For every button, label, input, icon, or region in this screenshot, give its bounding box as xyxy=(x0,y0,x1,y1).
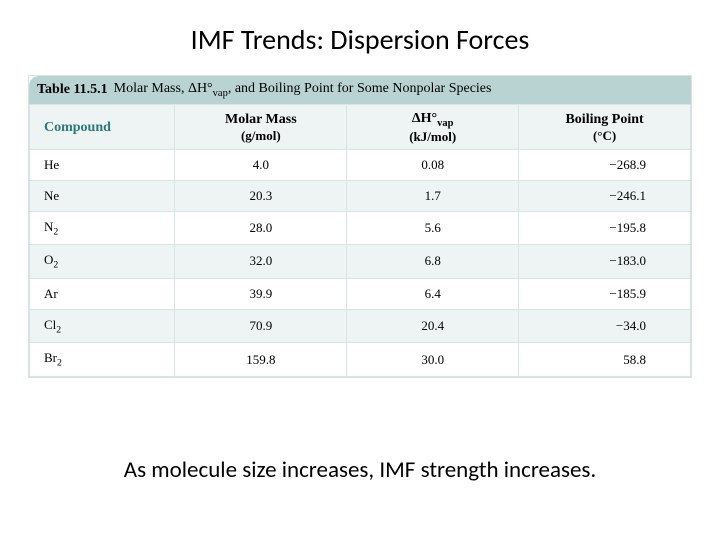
footer-text: As molecule size increases, IMF strength… xyxy=(0,456,720,484)
cell-hvap: 30.0 xyxy=(347,343,519,377)
table-header-row: Compound Molar Mass (g/mol) ΔH°vap (kJ/m… xyxy=(30,104,691,149)
cell-mass: 20.3 xyxy=(175,180,347,211)
table-body: He4.00.08−268.9Ne20.31.7−246.1N228.05.6−… xyxy=(30,149,691,376)
table-number: Table 11.5.1 xyxy=(37,82,108,98)
table-row: Ar39.96.4−185.9 xyxy=(30,278,691,309)
slide: IMF Trends: Dispersion Forces Table 11.5… xyxy=(0,0,720,540)
table-row: O232.06.8−183.0 xyxy=(30,245,691,279)
cell-mass: 28.0 xyxy=(175,211,347,245)
table-caption: Table 11.5.1 Molar Mass, ΔH°vap, and Boi… xyxy=(29,76,691,104)
cell-bp: −195.8 xyxy=(519,211,691,245)
cell-bp: −183.0 xyxy=(519,245,691,279)
col-boiling-point: Boiling Point (°C) xyxy=(519,104,691,149)
cell-hvap: 5.6 xyxy=(347,211,519,245)
col-molar-mass: Molar Mass (g/mol) xyxy=(175,104,347,149)
cell-compound: Cl2 xyxy=(30,309,175,343)
table-caption-text: Molar Mass, ΔH°vap, and Boiling Point fo… xyxy=(114,81,492,99)
cell-bp: −34.0 xyxy=(519,309,691,343)
cell-compound: Ne xyxy=(30,180,175,211)
col-compound: Compound xyxy=(30,104,175,149)
page-title: IMF Trends: Dispersion Forces xyxy=(28,22,692,57)
table-row: Cl270.920.4−34.0 xyxy=(30,309,691,343)
cell-mass: 39.9 xyxy=(175,278,347,309)
cell-hvap: 1.7 xyxy=(347,180,519,211)
cell-hvap: 0.08 xyxy=(347,149,519,180)
cell-mass: 159.8 xyxy=(175,343,347,377)
cell-bp: −185.9 xyxy=(519,278,691,309)
cell-bp: 58.8 xyxy=(519,343,691,377)
cell-bp: −246.1 xyxy=(519,180,691,211)
cell-compound: N2 xyxy=(30,211,175,245)
cell-compound: He xyxy=(30,149,175,180)
data-table-container: Table 11.5.1 Molar Mass, ΔH°vap, and Boi… xyxy=(28,75,692,378)
cell-compound: Ar xyxy=(30,278,175,309)
cell-hvap: 6.8 xyxy=(347,245,519,279)
data-table: Compound Molar Mass (g/mol) ΔH°vap (kJ/m… xyxy=(29,104,691,377)
table-row: N228.05.6−195.8 xyxy=(30,211,691,245)
cell-compound: Br2 xyxy=(30,343,175,377)
cell-mass: 70.9 xyxy=(175,309,347,343)
cell-hvap: 6.4 xyxy=(347,278,519,309)
col-hvap: ΔH°vap (kJ/mol) xyxy=(347,104,519,149)
cell-hvap: 20.4 xyxy=(347,309,519,343)
table-row: Br2159.830.058.8 xyxy=(30,343,691,377)
table-row: Ne20.31.7−246.1 xyxy=(30,180,691,211)
table-row: He4.00.08−268.9 xyxy=(30,149,691,180)
cell-bp: −268.9 xyxy=(519,149,691,180)
cell-compound: O2 xyxy=(30,245,175,279)
cell-mass: 32.0 xyxy=(175,245,347,279)
cell-mass: 4.0 xyxy=(175,149,347,180)
